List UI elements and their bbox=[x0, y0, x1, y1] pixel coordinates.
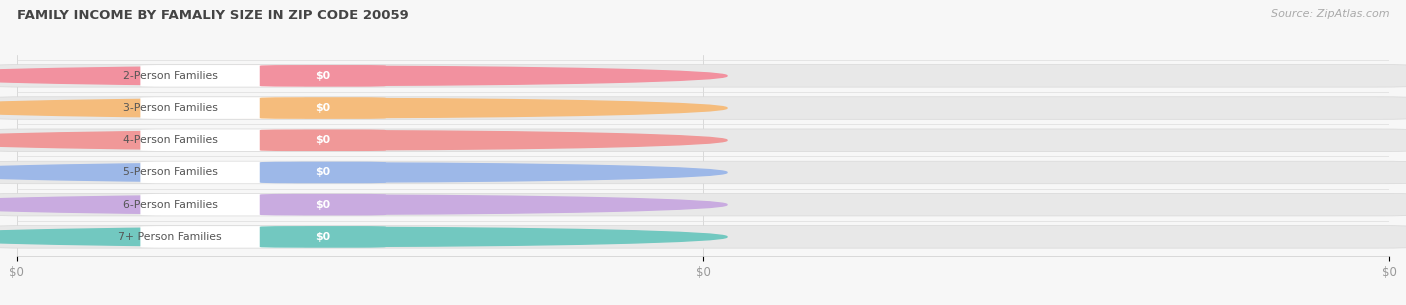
FancyBboxPatch shape bbox=[260, 97, 387, 119]
FancyBboxPatch shape bbox=[141, 194, 305, 215]
FancyBboxPatch shape bbox=[260, 65, 387, 87]
Text: Source: ZipAtlas.com: Source: ZipAtlas.com bbox=[1271, 9, 1389, 19]
Text: FAMILY INCOME BY FAMALIY SIZE IN ZIP CODE 20059: FAMILY INCOME BY FAMALIY SIZE IN ZIP COD… bbox=[17, 9, 409, 22]
Circle shape bbox=[0, 66, 727, 85]
Text: 4-Person Families: 4-Person Families bbox=[122, 135, 218, 145]
FancyBboxPatch shape bbox=[0, 226, 1406, 248]
Text: $0: $0 bbox=[315, 135, 330, 145]
FancyBboxPatch shape bbox=[141, 129, 305, 151]
Text: $0: $0 bbox=[315, 71, 330, 81]
FancyBboxPatch shape bbox=[141, 65, 305, 87]
FancyBboxPatch shape bbox=[260, 194, 387, 215]
FancyBboxPatch shape bbox=[260, 226, 387, 248]
Circle shape bbox=[0, 163, 727, 182]
FancyBboxPatch shape bbox=[141, 226, 305, 248]
Text: 5-Person Families: 5-Person Families bbox=[122, 167, 218, 178]
Circle shape bbox=[0, 131, 727, 150]
Text: $0: $0 bbox=[315, 167, 330, 178]
FancyBboxPatch shape bbox=[260, 162, 387, 183]
Text: $0: $0 bbox=[315, 103, 330, 113]
FancyBboxPatch shape bbox=[0, 161, 1406, 184]
Text: 2-Person Families: 2-Person Families bbox=[122, 71, 218, 81]
FancyBboxPatch shape bbox=[0, 97, 1406, 119]
Text: 6-Person Families: 6-Person Families bbox=[122, 200, 218, 210]
Circle shape bbox=[0, 227, 727, 246]
FancyBboxPatch shape bbox=[0, 65, 1406, 87]
Text: 3-Person Families: 3-Person Families bbox=[122, 103, 218, 113]
FancyBboxPatch shape bbox=[141, 97, 305, 119]
Text: $0: $0 bbox=[315, 200, 330, 210]
FancyBboxPatch shape bbox=[0, 129, 1406, 152]
FancyBboxPatch shape bbox=[0, 193, 1406, 216]
Circle shape bbox=[0, 195, 727, 214]
Text: 7+ Person Families: 7+ Person Families bbox=[118, 232, 222, 242]
Text: $0: $0 bbox=[315, 232, 330, 242]
FancyBboxPatch shape bbox=[141, 162, 305, 183]
Circle shape bbox=[0, 99, 727, 118]
FancyBboxPatch shape bbox=[260, 129, 387, 151]
